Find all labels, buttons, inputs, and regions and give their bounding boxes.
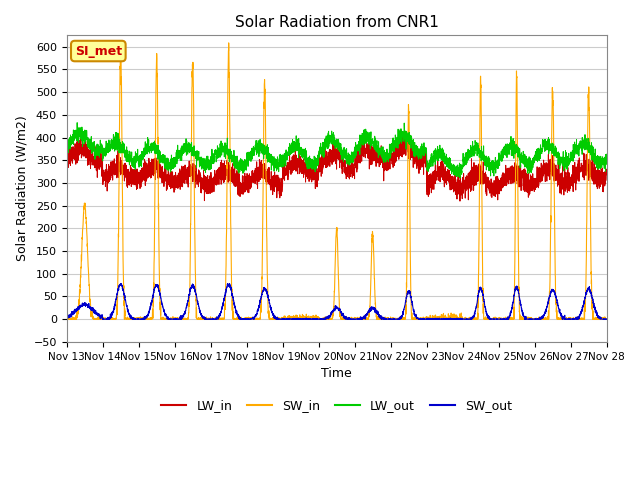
- SW_out: [458, 316, 465, 322]
- SW_in: [428, 315, 436, 321]
- SW_out: [428, 316, 436, 322]
- SW_in: [603, 316, 611, 322]
- LW_out: [428, 159, 436, 165]
- LW_in: [488, 189, 496, 194]
- Line: SW_in: SW_in: [67, 43, 607, 319]
- LW_in: [602, 166, 610, 172]
- SW_out: [488, 316, 496, 322]
- Line: LW_out: LW_out: [67, 123, 607, 178]
- LW_in: [456, 198, 464, 204]
- LW_out: [63, 144, 70, 150]
- Line: SW_out: SW_out: [67, 284, 607, 319]
- LW_in: [77, 131, 84, 137]
- Title: Solar Radiation from CNR1: Solar Radiation from CNR1: [235, 15, 438, 30]
- SW_in: [317, 316, 324, 322]
- Line: LW_in: LW_in: [67, 134, 607, 201]
- LW_in: [317, 155, 324, 161]
- LW_out: [488, 162, 496, 168]
- SW_out: [99, 316, 107, 322]
- LW_out: [456, 175, 464, 181]
- SW_in: [63, 316, 70, 322]
- LW_in: [603, 172, 611, 178]
- SW_out: [602, 316, 610, 322]
- LW_out: [74, 120, 81, 126]
- LW_in: [63, 165, 70, 171]
- SW_in: [602, 316, 610, 322]
- LW_out: [317, 147, 324, 153]
- SW_out: [603, 316, 611, 322]
- SW_in: [488, 316, 496, 322]
- Y-axis label: Solar Radiation (W/m2): Solar Radiation (W/m2): [15, 116, 28, 262]
- LW_in: [458, 180, 465, 186]
- SW_in: [225, 40, 232, 46]
- LW_out: [603, 152, 611, 157]
- X-axis label: Time: Time: [321, 367, 352, 380]
- SW_in: [160, 316, 168, 322]
- LW_out: [602, 162, 610, 168]
- LW_out: [458, 168, 465, 174]
- SW_out: [317, 316, 324, 322]
- LW_out: [160, 158, 168, 164]
- SW_out: [160, 308, 168, 313]
- SW_out: [224, 281, 232, 287]
- SW_in: [458, 316, 465, 322]
- LW_in: [160, 178, 168, 184]
- SW_out: [63, 312, 70, 317]
- Legend: LW_in, SW_in, LW_out, SW_out: LW_in, SW_in, LW_out, SW_out: [156, 394, 517, 417]
- LW_in: [428, 173, 436, 179]
- Text: SI_met: SI_met: [75, 45, 122, 58]
